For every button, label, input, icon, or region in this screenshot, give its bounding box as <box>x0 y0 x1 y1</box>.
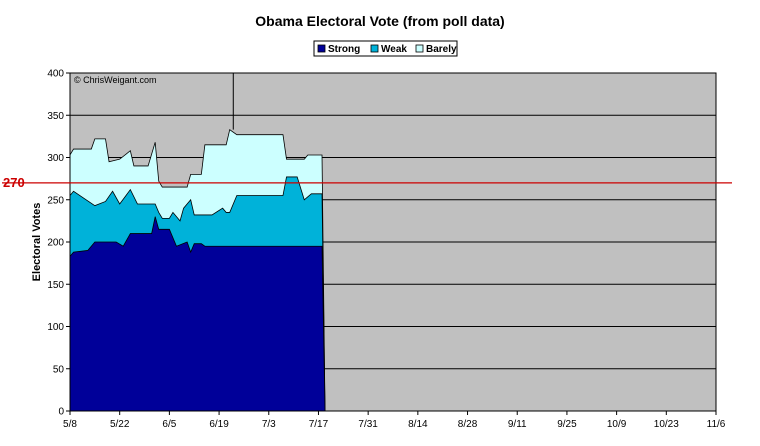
legend-swatch-strong <box>317 44 326 53</box>
x-tick-label: 7/3 <box>262 419 276 430</box>
y-axis-label: Electoral Votes <box>31 203 43 282</box>
threshold-label: 270 <box>3 175 25 190</box>
chart-title: Obama Electoral Vote (from poll data) <box>255 13 504 29</box>
x-tick-label: 7/17 <box>309 419 329 430</box>
legend-label-barely: Barely <box>426 44 457 55</box>
legend-swatch-barely <box>415 44 424 53</box>
x-tick-label: 6/19 <box>209 419 229 430</box>
y-tick-label: 300 <box>47 153 64 164</box>
x-tick-label: 6/5 <box>162 419 176 430</box>
legend: Strong Weak Barely <box>313 40 458 57</box>
x-tick-label: 9/25 <box>557 419 577 430</box>
y-tick-label: 350 <box>47 111 64 122</box>
legend-swatch-weak <box>370 44 379 53</box>
x-tick-label: 9/11 <box>508 419 527 430</box>
y-tick-label: 0 <box>58 407 64 418</box>
legend-label-weak: Weak <box>381 44 407 55</box>
y-tick-label: 50 <box>53 364 65 375</box>
plot-area: 270 0 50 100 150 200 250 300 350 400 5/8 5/22 6/5 6/1… <box>2 69 732 430</box>
y-tick-label: 250 <box>47 195 64 206</box>
copyright-text: © ChrisWeigant.com <box>74 75 157 85</box>
legend-label-strong: Strong <box>328 44 360 55</box>
x-tick-label: 8/28 <box>458 419 478 430</box>
y-tick-label: 100 <box>47 322 64 333</box>
x-tick-label: 5/22 <box>110 419 130 430</box>
x-tick-label: 7/31 <box>358 419 378 430</box>
series-area-strong <box>69 216 326 412</box>
x-tick-label: 8/14 <box>408 419 428 430</box>
y-tick-label: 150 <box>47 280 64 291</box>
y-tick-label: 200 <box>47 238 64 249</box>
x-tick-label: 5/8 <box>63 419 77 430</box>
x-tick-label: 10/9 <box>607 419 627 430</box>
x-tick-label: 10/23 <box>654 419 679 430</box>
y-tick-label: 400 <box>47 69 64 80</box>
x-tick-label: 11/6 <box>707 419 726 430</box>
